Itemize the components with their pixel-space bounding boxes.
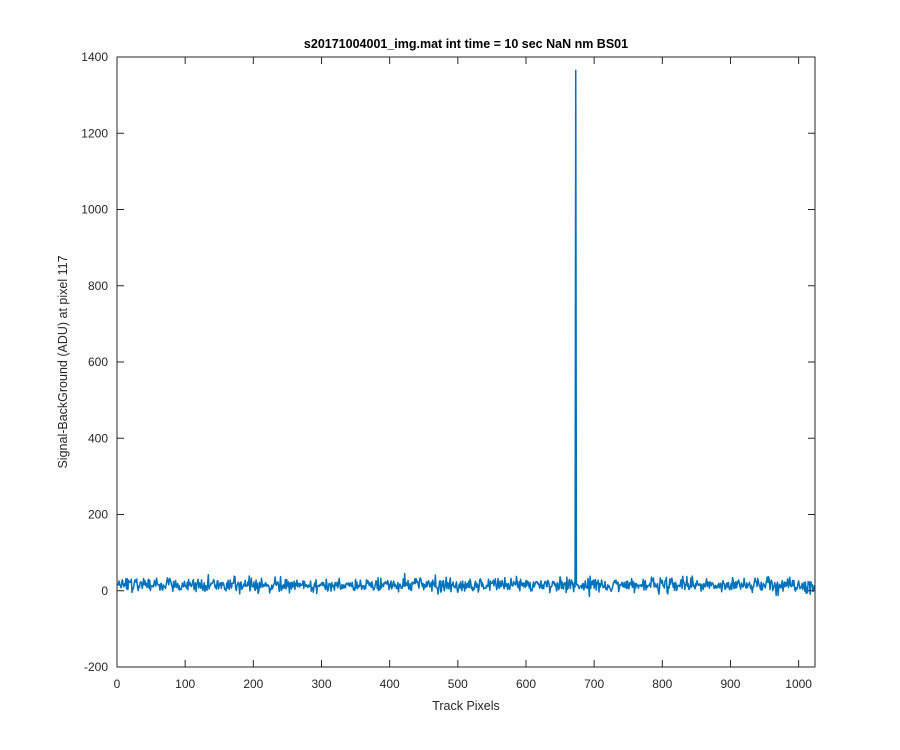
series-layer	[116, 69, 816, 598]
y-tick-label: 800	[88, 279, 108, 293]
x-tick-label: 400	[380, 677, 400, 691]
x-tick-label: 0	[114, 677, 121, 691]
series-line	[116, 69, 816, 598]
x-tick-label: 500	[448, 677, 468, 691]
x-tick-label: 800	[652, 677, 672, 691]
plot-area	[117, 57, 815, 667]
y-axis-label: Signal-BackGround (ADU) at pixel 117	[56, 255, 70, 468]
x-tick-label: 200	[243, 677, 263, 691]
y-tick-label: 1400	[81, 50, 108, 64]
y-tick-label: 0	[101, 584, 108, 598]
x-tick-label: 700	[584, 677, 604, 691]
x-tick-label: 300	[311, 677, 331, 691]
y-tick-label: 1200	[81, 126, 108, 140]
y-tick-label: 1000	[81, 203, 108, 217]
y-tick-label: 600	[88, 355, 108, 369]
y-axis: -200 0 200 400 600 800 1000 1200 1400	[81, 50, 815, 674]
x-axis-label: Track Pixels	[432, 699, 500, 713]
x-tick-label: 100	[175, 677, 195, 691]
x-tick-label: 600	[516, 677, 536, 691]
x-tick-label: 900	[720, 677, 740, 691]
x-axis: 0 100 200 300 400 500 600 700 800 900 1000	[114, 57, 812, 691]
x-tick-label: 1000	[785, 677, 812, 691]
y-tick-label: 400	[88, 431, 108, 445]
y-tick-label: 200	[88, 508, 108, 522]
chart-title: s20171004001_img.mat int time = 10 sec N…	[304, 37, 628, 51]
y-tick-label: -200	[84, 660, 108, 674]
